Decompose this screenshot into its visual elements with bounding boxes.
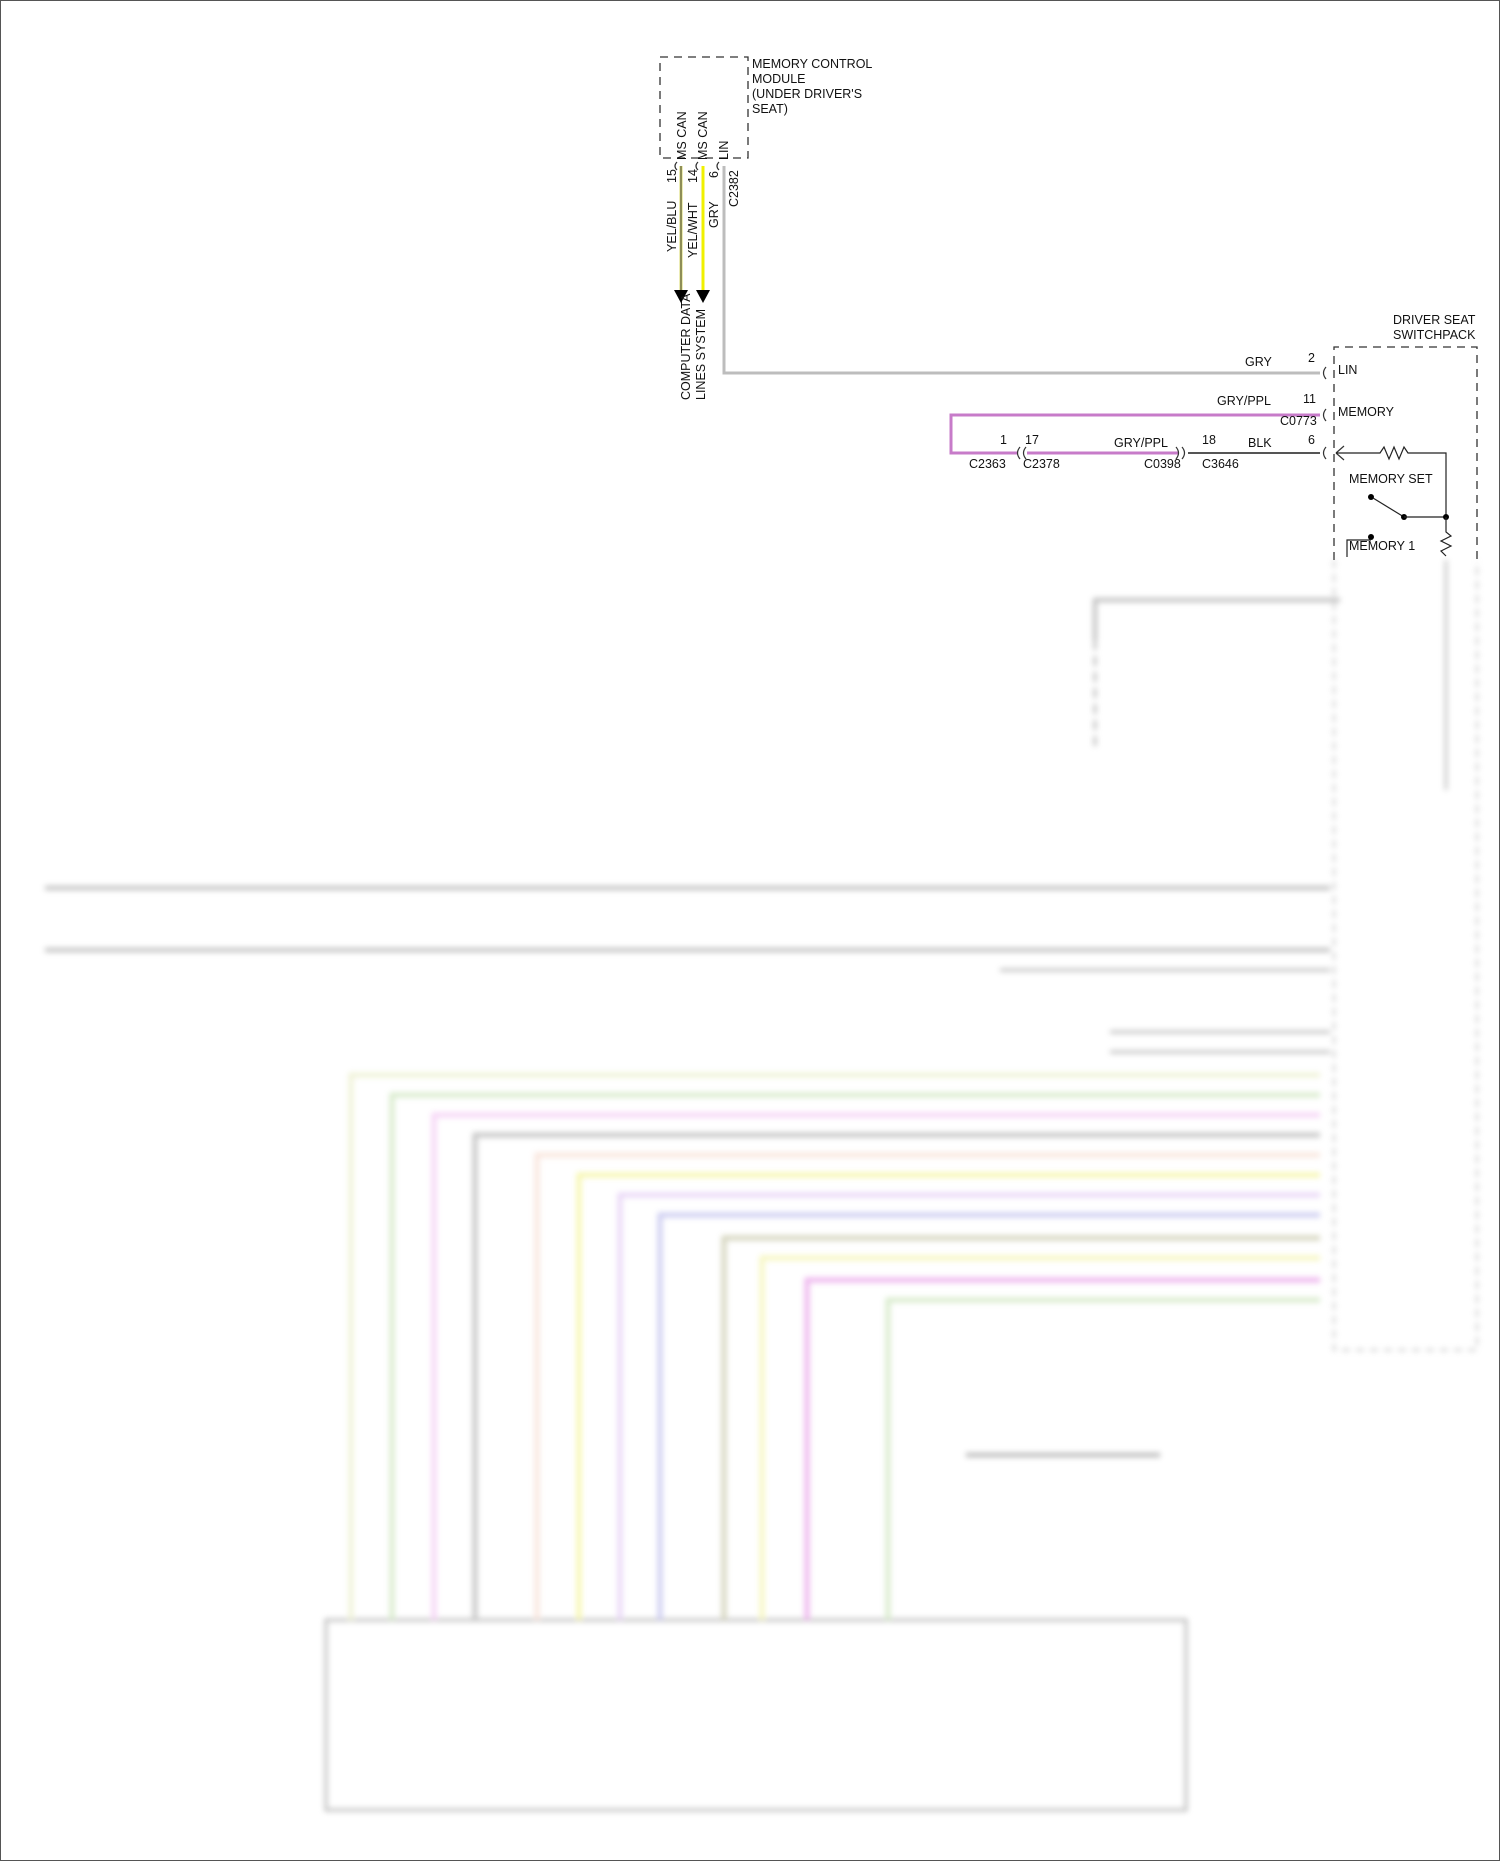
module-title-4: SEAT)	[752, 102, 788, 116]
blurred-lower-diagram	[45, 560, 1478, 1812]
wire-label-yel-blu: YEL/BLU	[665, 201, 679, 252]
wire-label-yel-wht: YEL/WHT	[686, 202, 700, 258]
switchpack-boundary	[1333, 346, 1478, 560]
switch-contact	[1368, 534, 1374, 540]
pin-number-6: 6	[707, 171, 721, 178]
wire-gry-lin	[722, 166, 1320, 375]
module-title-2: MODULE	[752, 72, 805, 86]
pin-number-17: 17	[1025, 433, 1039, 447]
connector-c2363: C2363	[969, 457, 1006, 471]
connector-c2378: C2378	[1023, 457, 1060, 471]
arrow-in-icon	[1335, 445, 1345, 461]
module-title-1: MEMORY CONTROL	[752, 57, 872, 71]
arrow-down-icon	[674, 290, 688, 303]
blurred-colored-wire	[389, 1092, 1320, 1620]
blurred-colored-wire	[721, 1235, 1320, 1620]
connector-c3646: C3646	[1202, 457, 1239, 471]
pin-number-11: 11	[1303, 392, 1316, 406]
pin-label-lin-switchpack: LIN	[1338, 363, 1357, 377]
blurred-colored-wire	[576, 1172, 1320, 1620]
blurred-colored-wire	[431, 1112, 1320, 1620]
pin-number-15: 15	[665, 169, 679, 183]
switch-wire	[1346, 539, 1371, 557]
destination-label-1: COMPUTER DATA	[679, 293, 693, 400]
switchpack-connector-symbols	[1322, 366, 1327, 460]
connector-c2382: C2382	[727, 170, 741, 207]
blurred-colored-wire	[472, 1132, 1320, 1620]
module-title-3: (UNDER DRIVER'S	[752, 87, 862, 101]
pin-label-ms-can-15: MS CAN	[675, 111, 689, 160]
memory-control-module: MEMORY CONTROL MODULE (UNDER DRIVER'S SE…	[659, 56, 872, 400]
switchpack-title-1: DRIVER SEAT	[1393, 313, 1476, 327]
pin-number-2: 2	[1308, 351, 1315, 365]
module-boundary	[659, 56, 749, 159]
switch-label-memory-set: MEMORY SET	[1349, 472, 1433, 486]
blurred-colored-wire	[657, 1212, 1320, 1620]
blurred-switchpack-boundary	[1333, 560, 1478, 1351]
blurred-module-box	[324, 1618, 1188, 1812]
wire-label-gry-ppl: GRY/PPL	[1217, 394, 1271, 408]
blurred-colored-wire	[534, 1152, 1320, 1620]
switch-contact	[1368, 494, 1374, 500]
destination-label-2: LINES SYSTEM	[694, 309, 708, 400]
blurred-wire	[1093, 598, 1340, 640]
pin-number-18: 18	[1202, 433, 1216, 447]
wire-label-gry-lin: GRY	[1245, 355, 1273, 369]
wire-gry-ppl-memory	[949, 413, 1320, 455]
arrow-down-icon	[696, 290, 710, 303]
connector-symbols	[674, 161, 720, 171]
switch-label-memory-1: MEMORY 1	[1349, 539, 1415, 553]
resistor-icon	[1336, 445, 1447, 517]
switch-memory-set-icon	[1372, 497, 1405, 518]
wire-label-blk: BLK	[1248, 436, 1272, 450]
inline-connector-symbols	[1016, 446, 1186, 460]
blurred-colored-wire	[885, 1297, 1320, 1620]
blurred-colored-wire	[804, 1277, 1320, 1620]
connector-c0398: C0398	[1144, 457, 1181, 471]
connector-c0773: C0773	[1280, 414, 1317, 428]
pin-number-14: 14	[686, 169, 700, 183]
wire-label-gry-ppl-2: GRY/PPL	[1114, 436, 1168, 450]
pin-number-1: 1	[1000, 433, 1007, 447]
pin-number-6-switchpack: 6	[1308, 433, 1315, 447]
pin-label-lin: LIN	[717, 141, 731, 160]
blurred-colored-wire	[759, 1255, 1320, 1620]
pin-label-memory: MEMORY	[1338, 405, 1395, 419]
resistor-icon	[1439, 517, 1453, 557]
blurred-colored-wire	[617, 1192, 1320, 1620]
driver-seat-switchpack: DRIVER SEAT SWITCHPACK LIN MEMORY MEMORY…	[1333, 313, 1478, 560]
wire-label-gry: GRY	[707, 200, 721, 228]
switchpack-title-2: SWITCHPACK	[1393, 328, 1476, 342]
pin-label-ms-can-14: MS CAN	[696, 111, 710, 160]
blurred-wire-group	[348, 1072, 1320, 1620]
blurred-colored-wire	[348, 1072, 1320, 1620]
